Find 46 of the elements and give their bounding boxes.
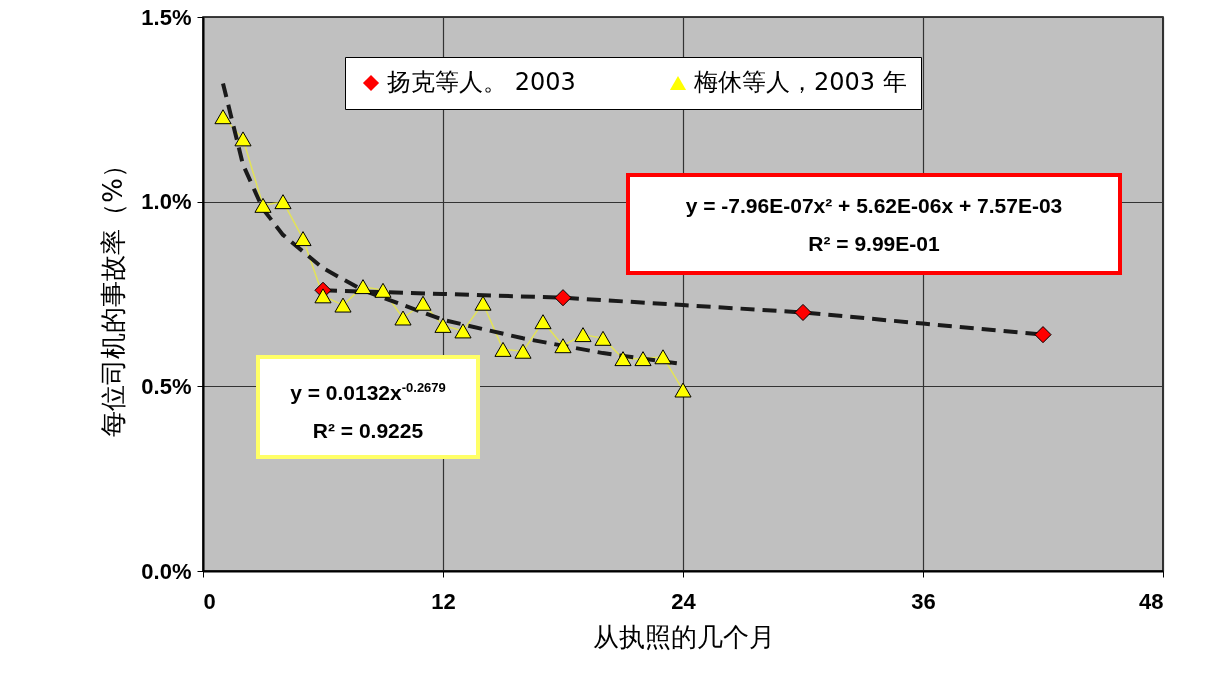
equation-box: y = 0.0132x$^{-0.2679}$ R² = 0.9225 bbox=[256, 355, 480, 459]
x-axis-title: 从执照的几个月 bbox=[592, 621, 775, 652]
y-tick-label: 0.5% bbox=[141, 373, 192, 399]
y-tick-label: 0.0% bbox=[141, 558, 192, 584]
point bbox=[494, 341, 512, 357]
point bbox=[1034, 326, 1052, 344]
y-tick-label: 1.5% bbox=[141, 4, 192, 30]
point bbox=[534, 314, 552, 330]
point bbox=[454, 323, 472, 339]
annotation: R² = 9.99E-01 bbox=[807, 231, 941, 257]
x-tick-label: 24 bbox=[671, 588, 697, 614]
annotation: y = -7.96E-07x² + 5.62E-06x + 7.57E-03 bbox=[684, 193, 1064, 219]
annotation: R² = 0.9225 bbox=[311, 418, 425, 444]
point bbox=[274, 194, 292, 210]
point bbox=[374, 282, 392, 298]
point bbox=[254, 197, 272, 213]
point bbox=[674, 382, 692, 398]
point bbox=[214, 109, 232, 125]
point bbox=[574, 327, 592, 343]
point bbox=[554, 338, 572, 354]
point bbox=[394, 310, 412, 326]
point bbox=[294, 231, 312, 247]
y-tick-label: 1.0% bbox=[141, 189, 192, 215]
legend-label: 梅休等人，2003 年 bbox=[693, 68, 907, 96]
x-tick-label: 0 bbox=[203, 588, 216, 614]
equation-box: y = -7.96E-07x² + 5.62E-06x + 7.57E-03 R² = 9.99E-01 bbox=[626, 173, 1122, 275]
x-tick-label: 48 bbox=[1139, 588, 1164, 614]
point bbox=[474, 295, 492, 311]
annotation: y = 0.0132x$^{-0.2679}$ bbox=[289, 379, 447, 406]
point bbox=[554, 289, 572, 307]
point bbox=[234, 131, 252, 147]
point bbox=[334, 297, 352, 313]
point bbox=[614, 351, 632, 367]
point bbox=[594, 330, 612, 346]
point bbox=[414, 295, 432, 311]
point bbox=[314, 288, 332, 304]
point bbox=[434, 317, 452, 333]
point bbox=[634, 351, 652, 367]
point bbox=[794, 303, 812, 322]
x-tick-label: 36 bbox=[911, 588, 936, 614]
x-tick-label: 12 bbox=[431, 588, 456, 614]
y-axis-title: 每位司机的事故率（%） bbox=[98, 152, 129, 437]
legend-label: 扬克等人。 2003 bbox=[387, 68, 576, 96]
point bbox=[654, 349, 672, 365]
point bbox=[354, 279, 372, 295]
point bbox=[514, 343, 532, 359]
